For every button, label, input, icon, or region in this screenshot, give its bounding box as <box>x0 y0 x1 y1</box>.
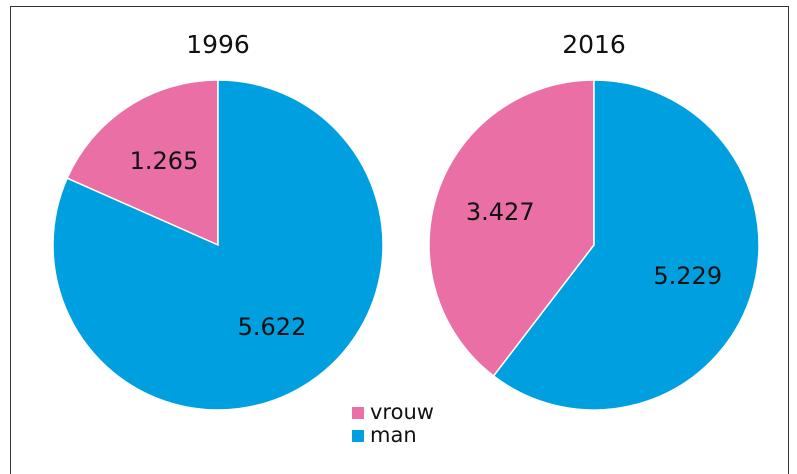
legend-swatch <box>352 430 364 442</box>
slice-label: 5.229 <box>653 262 722 290</box>
slice-label: 5.622 <box>238 313 307 341</box>
pie-slice <box>492 79 760 411</box>
legend-label: vrouw <box>370 400 434 424</box>
pie-title: 2016 <box>562 30 626 59</box>
pie-slice <box>52 79 384 411</box>
slice-label: 3.427 <box>466 198 535 226</box>
legend-label: man <box>370 423 417 447</box>
pie-title: 1996 <box>186 30 250 59</box>
legend-swatch <box>352 407 364 419</box>
pie-slice <box>428 79 595 378</box>
pie-slice <box>66 79 219 247</box>
slice-label: 1.265 <box>130 147 199 175</box>
